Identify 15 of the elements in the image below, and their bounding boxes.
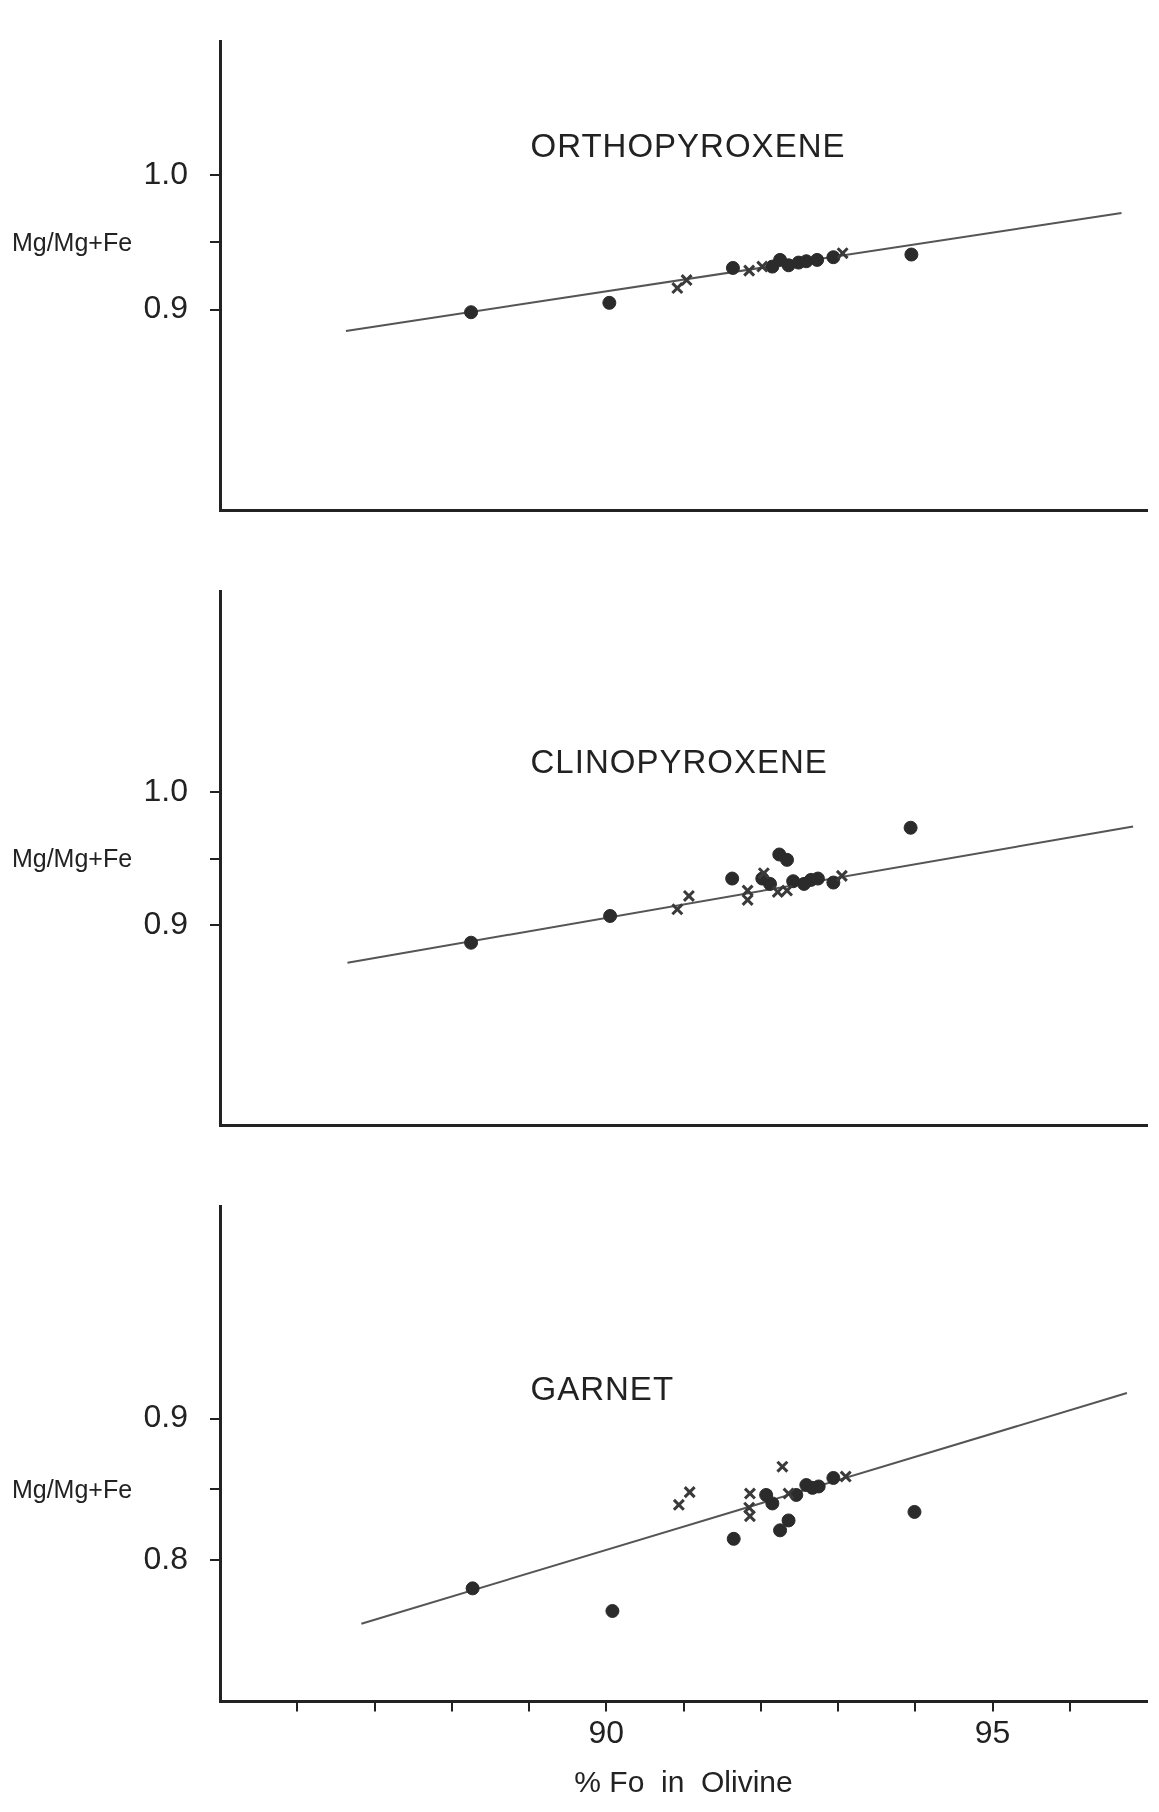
y-tick-label: 0.9	[143, 289, 188, 326]
y-tick-label: 0.9	[143, 905, 188, 942]
y-tick-label: 1.0	[143, 155, 188, 192]
y-axis-title: Mg/Mg+Fe	[10, 227, 134, 257]
y-tick-label: 0.9	[143, 1398, 188, 1435]
x-tick-label: 95	[974, 1713, 1011, 1750]
y-axis-title: Mg/Mg+Fe	[10, 1474, 134, 1504]
x-axis-title: % Fo in Olivine	[574, 1765, 793, 1799]
y-axis-title: Mg/Mg+Fe	[10, 844, 134, 873]
text: GARNET	[530, 1370, 675, 1407]
y-tick-label: 0.8	[143, 1539, 188, 1576]
text: CLINOPYROXENE	[530, 743, 828, 781]
text: ORTHOPYROXENE	[530, 126, 846, 164]
y-tick-label: 1.0	[143, 771, 188, 808]
x-tick-label: 90	[588, 1713, 625, 1750]
